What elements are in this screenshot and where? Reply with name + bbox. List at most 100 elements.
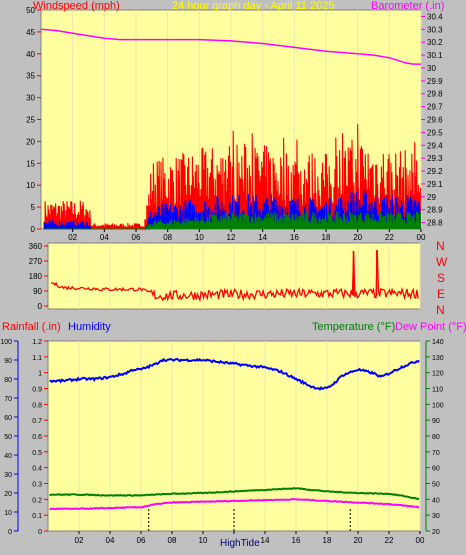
temperature-axis: 20 30 40 50 60 70 80 90 100 110 120 130 140 xyxy=(425,339,444,536)
wind-left-tick-label: 5 xyxy=(31,203,36,212)
humidity-line xyxy=(49,357,420,391)
baro-tick-label: 30 xyxy=(427,64,436,73)
temperature-tick-label: 100 xyxy=(432,402,444,409)
humidity-tick-label: 30 xyxy=(4,472,12,479)
temperature-tick-label: 130 xyxy=(432,355,444,362)
compass-e: E xyxy=(437,287,445,301)
humidity-tick-label: 90 xyxy=(4,358,12,365)
wind-series xyxy=(43,123,421,232)
climate-x-tick-label: 04 xyxy=(106,536,115,545)
wind-x-tick-label: 08 xyxy=(163,233,172,242)
wind-x-tick-label: 00 xyxy=(417,233,426,242)
rain-tick-label: 1 xyxy=(38,371,42,378)
baro-tick-label: 30.2 xyxy=(427,38,443,47)
wind-left-tick-label: 45 xyxy=(26,28,35,37)
rain-tick-label: 0.1 xyxy=(32,513,42,520)
baro-tick-label: 29 xyxy=(427,193,436,202)
barometer-line xyxy=(40,28,421,65)
wind-x-tick-label: 04 xyxy=(100,233,109,242)
humidity-tick-label: 60 xyxy=(4,415,12,422)
rainfall-title: Rainfall (.in) xyxy=(2,321,61,333)
dir-tick-label: 180 xyxy=(29,272,43,281)
humidity-tick-label: 0 xyxy=(8,529,12,536)
wind-left-tick-label: 0 xyxy=(31,225,36,234)
humidity-tick-label: 100 xyxy=(0,339,12,346)
rain-tick-label: 0.5 xyxy=(32,450,42,457)
wind-x-axis: 02 04 06 08 10 12 14 16 18 20 22 00 xyxy=(68,229,426,242)
wind-x-tick-label: 14 xyxy=(258,233,267,242)
wind-left-tick-label: 30 xyxy=(26,94,35,103)
wind-left-tick-label: 20 xyxy=(26,137,35,146)
temperature-tick-label: 90 xyxy=(432,418,440,425)
wind-x-tick-label: 16 xyxy=(290,233,299,242)
baro-tick-label: 29.9 xyxy=(427,77,443,86)
wind-x-tick-label: 10 xyxy=(195,233,204,242)
temperature-tick-label: 80 xyxy=(432,434,440,441)
dir-tick-label: 360 xyxy=(29,242,43,251)
wind-left-tick-label: 10 xyxy=(26,181,35,190)
wind-x-tick-label: 22 xyxy=(385,233,394,242)
wind-low-trace xyxy=(44,211,421,231)
compass-s: S xyxy=(437,271,445,285)
climate-x-tick-label: 14 xyxy=(261,536,270,545)
compass-n-bottom: N xyxy=(436,303,445,317)
humidity-tick-label: 70 xyxy=(4,396,12,403)
hightide-label: HighTide xyxy=(220,538,260,549)
dewpoint-title: Dew Point (°F) xyxy=(395,321,466,333)
climate-x-tick-label: 16 xyxy=(292,536,301,545)
humidity-tick-label: 50 xyxy=(4,434,12,441)
dir-tick-label: 0 xyxy=(38,302,43,311)
rain-tick-label: 0 xyxy=(38,529,42,536)
wind-left-tick-label: 15 xyxy=(26,159,35,168)
humidity-title: Humidity xyxy=(68,321,111,333)
temperature-tick-label: 50 xyxy=(432,482,440,489)
rain-tick-label: 0.2 xyxy=(32,497,42,504)
wind-x-tick-label: 06 xyxy=(132,233,141,242)
wind-left-axis: 0 5 10 15 20 25 30 35 40 45 50 xyxy=(26,6,41,234)
baro-tick-label: 30.3 xyxy=(427,25,443,34)
wind-x-tick-label: 02 xyxy=(68,233,77,242)
rain-tick-label: 0.9 xyxy=(32,387,42,394)
climate-x-tick-label: 10 xyxy=(199,536,208,545)
temperature-tick-label: 120 xyxy=(432,371,444,378)
dewpoint-line xyxy=(49,498,420,511)
climate-x-axis: 02 04 06 08 10 14 16 18 20 22 00 xyxy=(75,531,425,545)
rain-tick-label: 0.8 xyxy=(32,402,42,409)
baro-tick-label: 29.2 xyxy=(427,167,443,176)
wind-left-tick-label: 50 xyxy=(26,6,35,15)
dir-tick-label: 90 xyxy=(33,287,42,296)
baro-tick-label: 29.6 xyxy=(427,116,443,125)
wind-left-tick-label: 25 xyxy=(26,116,35,125)
wind-left-tick-label: 35 xyxy=(26,72,35,81)
rain-tick-label: 0.4 xyxy=(32,466,42,473)
climate-x-tick-label: 00 xyxy=(416,536,425,545)
dir-tick-label: 270 xyxy=(29,257,43,266)
baro-tick-label: 29.3 xyxy=(427,154,443,163)
climate-x-tick-label: 06 xyxy=(137,536,146,545)
wind-x-tick-label: 18 xyxy=(322,233,331,242)
direction-line xyxy=(50,250,419,303)
baro-tick-label: 29.8 xyxy=(427,90,443,99)
rain-tick-label: 1.1 xyxy=(32,355,42,362)
compass-n-top: N xyxy=(436,239,445,253)
rain-tick-label: 0.3 xyxy=(32,482,42,489)
wind-left-tick-label: 40 xyxy=(26,50,35,59)
climate-x-tick-label: 18 xyxy=(323,536,332,545)
compass-w: W xyxy=(436,255,448,269)
rain-tick-label: 0.7 xyxy=(32,418,42,425)
climate-x-tick-label: 02 xyxy=(75,536,84,545)
baro-tick-label: 29.1 xyxy=(427,180,443,189)
rain-tick-label: 0.6 xyxy=(32,434,42,441)
temperature-title: Temperature (°F) xyxy=(312,321,395,333)
temperature-tick-label: 40 xyxy=(432,497,440,504)
compass-labels: N W S E N xyxy=(436,239,448,317)
temperature-tick-label: 60 xyxy=(432,466,440,473)
temperature-line xyxy=(49,487,420,500)
graph-title: 24 hour graph day - April 11 2025 xyxy=(172,0,334,12)
humidity-tick-label: 20 xyxy=(4,491,12,498)
wind-x-tick-label: 12 xyxy=(227,233,236,242)
direction-axis: 0 90 180 270 360 xyxy=(29,242,378,311)
humidity-axis: 0 10 20 30 40 50 60 70 80 90 100 xyxy=(0,339,19,536)
